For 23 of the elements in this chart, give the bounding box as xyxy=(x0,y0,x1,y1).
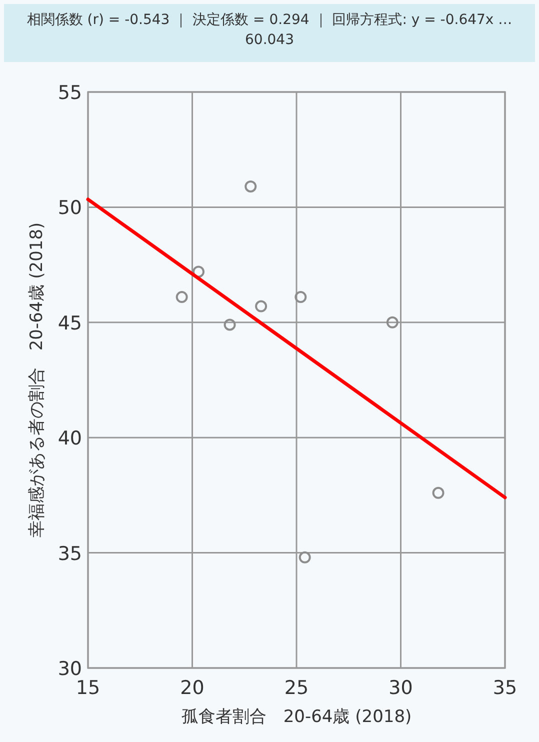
y-tick-label: 55 xyxy=(58,82,82,104)
point xyxy=(176,291,188,304)
y-tick-label: 45 xyxy=(58,312,82,334)
y-axis-title: 幸福感がある者の割合 20-64歳 (2018) xyxy=(27,222,47,538)
chart-title: 相関係数 (r) = -0.543 ｜ 決定係数 = 0.294 ｜ 回帰方程式: y = -0.647x … 60.043 xyxy=(4,4,535,62)
x-axis-title: 孤食者割合 20-64歳 (2018) xyxy=(181,707,412,727)
x-tick-label: 30 xyxy=(388,677,413,699)
point xyxy=(294,291,307,304)
point xyxy=(224,318,236,331)
y-tick-label: 50 xyxy=(58,197,82,220)
x-tick-label: 20 xyxy=(180,677,204,699)
y-tick-label: 40 xyxy=(58,428,82,450)
point xyxy=(298,551,311,564)
point xyxy=(244,180,257,192)
y-tick-label: 30 xyxy=(58,658,82,680)
point xyxy=(255,300,268,312)
x-tick-label: 15 xyxy=(76,677,100,699)
point xyxy=(192,266,205,278)
x-tick-label: 25 xyxy=(284,677,309,699)
x-tick-label: 35 xyxy=(492,677,518,699)
point xyxy=(432,486,444,499)
y-tick-label: 35 xyxy=(58,542,82,565)
point xyxy=(386,316,398,328)
